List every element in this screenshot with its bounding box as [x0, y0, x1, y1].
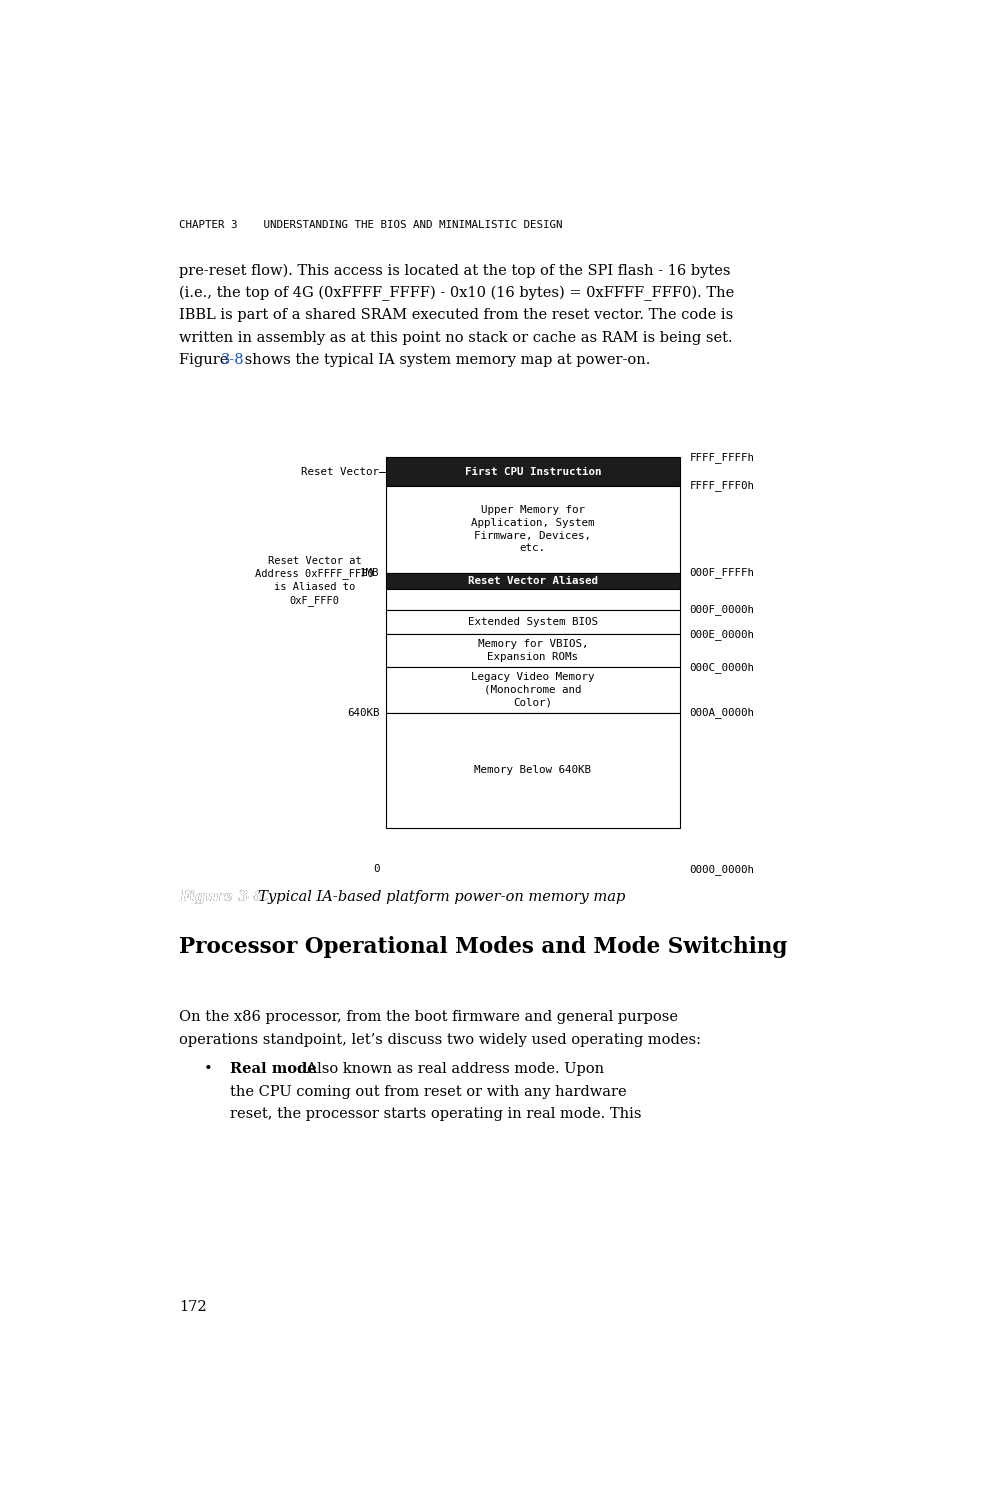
Bar [386, 634, 680, 668]
Text: : Also known as real address mode. Upon: : Also known as real address mode. Upon [297, 1062, 604, 1077]
Text: 3-8: 3-8 [222, 354, 245, 368]
Text: On the x86 processor, from the boot firmware and general purpose: On the x86 processor, from the boot firm… [179, 1010, 678, 1025]
Text: 1MB: 1MB [360, 567, 380, 578]
Text: shows the typical IA system memory map at power-on.: shows the typical IA system memory map a… [239, 354, 650, 368]
Text: IBBL is part of a shared SRAM executed from the reset vector. The code is: IBBL is part of a shared SRAM executed f… [179, 308, 734, 322]
Text: First CPU Instruction: First CPU Instruction [465, 466, 601, 477]
Text: operations standpoint, let’s discuss two widely used operating modes:: operations standpoint, let’s discuss two… [179, 1032, 701, 1047]
Text: Upper Memory for
Application, System
Firmware, Devices,
etc.: Upper Memory for Application, System Fir… [471, 506, 594, 554]
Text: Figure: Figure [179, 354, 233, 368]
Text: •: • [204, 1062, 213, 1077]
Text: Figure 3-8.: Figure 3-8. [179, 890, 270, 904]
Text: 000A_0000h: 000A_0000h [689, 706, 755, 718]
Bar [386, 590, 680, 609]
Bar [386, 609, 680, 634]
Text: Memory for VBIOS,
Expansion ROMs: Memory for VBIOS, Expansion ROMs [478, 639, 588, 662]
Text: 0: 0 [373, 864, 380, 874]
Text: Legacy Video Memory
(Monochrome and
Color): Legacy Video Memory (Monochrome and Colo… [471, 672, 594, 708]
Text: Reset Vector at
Address 0xFFFF_FFF0
is Aliased to
0xF_FFF0: Reset Vector at Address 0xFFFF_FFF0 is A… [255, 555, 374, 606]
Text: 000F_FFFFh: 000F_FFFFh [689, 567, 755, 578]
Text: 172: 172 [179, 1300, 207, 1314]
Text: FFFF_FFF0h: FFFF_FFF0h [689, 480, 755, 492]
Text: reset, the processor starts operating in real mode. This: reset, the processor starts operating in… [229, 1107, 641, 1122]
Text: 000E_0000h: 000E_0000h [689, 628, 755, 640]
Text: Reset Vector Aliased: Reset Vector Aliased [468, 576, 597, 586]
Text: 000C_0000h: 000C_0000h [689, 662, 755, 672]
Bar [386, 668, 680, 712]
Text: Extended System BIOS: Extended System BIOS [468, 616, 597, 627]
Text: Figure 3-8.: Figure 3-8. [179, 890, 270, 904]
Text: pre-reset flow). This access is located at the top of the SPI flash - 16 bytes: pre-reset flow). This access is located … [179, 262, 731, 278]
Text: Typical IA-based platform power-on memory map: Typical IA-based platform power-on memor… [249, 890, 626, 904]
Text: FFFF_FFFFh: FFFF_FFFFh [689, 452, 755, 462]
Text: 000F_0000h: 000F_0000h [689, 604, 755, 615]
Text: the CPU coming out from reset or with any hardware: the CPU coming out from reset or with an… [229, 1084, 626, 1100]
Text: 640KB: 640KB [347, 708, 380, 717]
Bar [386, 712, 680, 828]
Text: 0000_0000h: 0000_0000h [689, 864, 755, 874]
Bar [386, 573, 680, 590]
Text: written in assembly as at this point no stack or cache as RAM is being set.: written in assembly as at this point no … [179, 330, 733, 345]
Bar [386, 458, 680, 486]
Text: (i.e., the top of 4G (0xFFFF_FFFF) - 0x10 (16 bytes) = 0xFFFF_FFF0). The: (i.e., the top of 4G (0xFFFF_FFFF) - 0x1… [179, 285, 735, 302]
Text: Reset Vector: Reset Vector [302, 466, 380, 477]
Text: CHAPTER 3    UNDERSTANDING THE BIOS AND MINIMALISTIC DESIGN: CHAPTER 3 UNDERSTANDING THE BIOS AND MIN… [179, 220, 563, 230]
Text: Processor Operational Modes and Mode Switching: Processor Operational Modes and Mode Swi… [179, 936, 788, 958]
Bar [386, 486, 680, 573]
Text: Real mode: Real mode [229, 1062, 316, 1077]
Text: Memory Below 640KB: Memory Below 640KB [475, 765, 591, 776]
